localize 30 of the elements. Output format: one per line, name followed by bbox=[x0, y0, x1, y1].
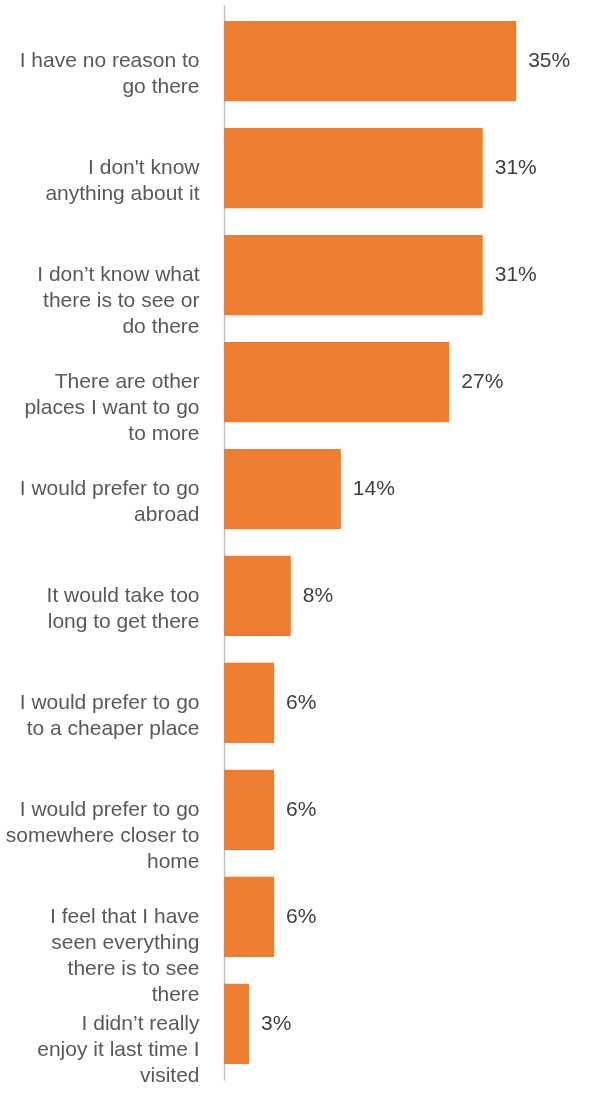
y-tick-label: I didn’t really enjoy it last time I visited bbox=[37, 1010, 200, 1086]
data-label: 3% bbox=[261, 1010, 292, 1034]
data-label: 31% bbox=[494, 262, 537, 286]
data-label: 6% bbox=[286, 796, 317, 820]
bar bbox=[224, 341, 450, 423]
data-label: 14% bbox=[352, 476, 395, 500]
data-label: 6% bbox=[286, 689, 317, 713]
bar bbox=[224, 983, 250, 1064]
bar bbox=[224, 128, 483, 209]
bar bbox=[224, 555, 291, 637]
y-tick-label: I don't know anything about it bbox=[45, 155, 201, 205]
y-tick-label: I would prefer to go abroad bbox=[19, 476, 200, 526]
data-label: 27% bbox=[461, 369, 504, 393]
data-label: 31% bbox=[494, 155, 537, 179]
data-label: 35% bbox=[528, 48, 571, 72]
y-tick-label: I would prefer to go to a cheaper place bbox=[19, 689, 200, 739]
y-tick-label: It would take too long to get there bbox=[46, 582, 200, 632]
bar bbox=[224, 662, 275, 744]
bar bbox=[224, 234, 483, 316]
y-tick-label: I don’t know what there is to see or do there bbox=[37, 262, 200, 338]
data-label: 6% bbox=[286, 903, 317, 927]
y-tick-label: I would prefer to go somewhere closer to home bbox=[5, 796, 200, 872]
bar bbox=[224, 876, 275, 957]
bar bbox=[224, 21, 517, 102]
data-label: 8% bbox=[302, 582, 334, 606]
bar bbox=[224, 769, 275, 851]
bar bbox=[224, 448, 341, 530]
y-tick-label: There are other places I want to go to more bbox=[24, 369, 200, 445]
y-tick-label: I have no reason to go there bbox=[19, 48, 200, 98]
y-tick-label: I feel that I have seen everything there is to see there bbox=[50, 903, 200, 1005]
